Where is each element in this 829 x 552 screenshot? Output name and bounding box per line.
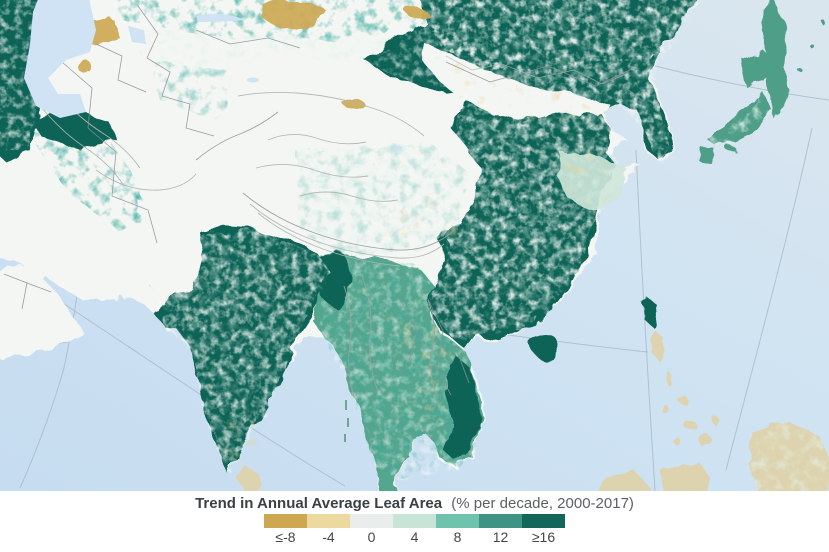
legend-cell: 0 [350,514,393,545]
legend-tick-label: 0 [367,529,376,545]
legend-tick-label: ≥16 [531,529,556,545]
legend-title-units: (% per decade, 2000-2017) [451,495,634,512]
legend-cell: ≤-8 [264,514,307,545]
legend-cell: ≥16 [522,514,565,545]
hainan [532,335,560,359]
map-legend: Trend in Annual Average Leaf Area (% per… [0,491,829,552]
vietnam-coast [444,352,482,461]
qinghai-lake [394,145,402,151]
sakhalin [765,0,789,120]
taiwan [643,297,659,327]
luzon [649,329,664,361]
legend-swatch [350,514,393,528]
legend-tick-label: 4 [410,529,419,545]
aral-sea [128,26,146,44]
legend-swatch [307,514,350,528]
thar [137,201,204,301]
legend-title-main: Trend in Annual Average Leaf Area [195,495,443,512]
shikoku [726,144,734,152]
legend-tick-label: -4 [322,529,335,545]
country-borders [3,5,644,396]
green-mottle [0,0,697,474]
map-area [0,0,829,491]
se-asia-region [313,250,483,491]
andaman-islands [344,400,349,442]
legend-swatch [479,514,522,528]
legend-cell: 8 [436,514,479,545]
sri-lanka [239,465,258,491]
legend-swatch [436,514,479,528]
legend-color-scale: ≤-8 -4 0 4 8 12 ≥16 [264,514,565,545]
legend-swatch [393,514,436,528]
legend-cell: 12 [479,514,522,545]
legend-cell: 4 [393,514,436,545]
legend-cell: -4 [307,514,350,545]
legend-tick-label: ≤-8 [275,529,296,545]
lakes [24,0,402,151]
map-canvas [0,0,829,491]
legend-title: Trend in Annual Average Leaf Area (% per… [195,495,634,512]
lake-issyk-kul [247,77,259,83]
islands [239,0,829,491]
legend-tick-label: 8 [453,529,462,545]
plateau-speckle [298,43,627,256]
legend-swatch [264,514,307,528]
legend-tick-label: 12 [492,529,509,545]
legend-swatch [522,514,565,528]
caspian-sea [24,0,96,118]
borneo-edge [598,472,648,491]
kyushu [699,147,716,166]
lake-balkhash [196,13,246,22]
mindanao [700,433,710,447]
